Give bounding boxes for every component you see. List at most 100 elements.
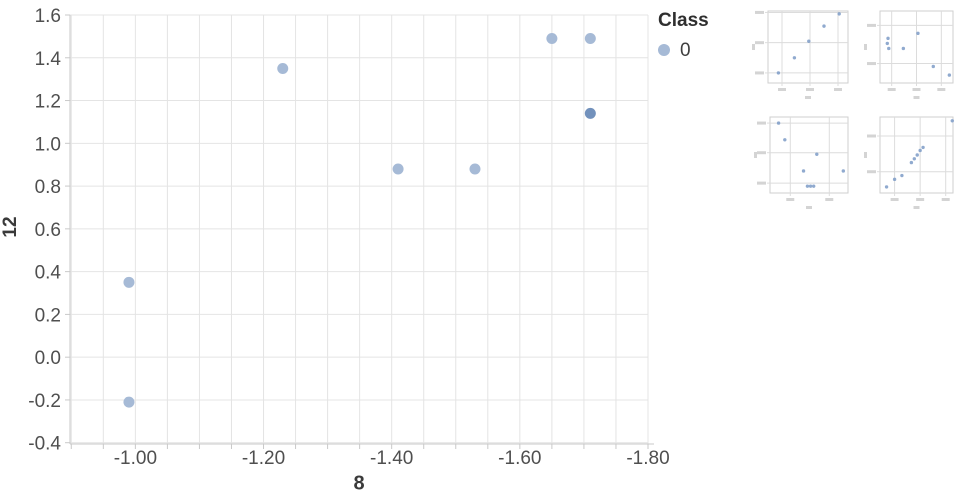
thumbnail-x-axis-title bbox=[805, 96, 811, 99]
thumbnail-frame bbox=[769, 116, 849, 194]
thumbnail-tick-label bbox=[887, 88, 896, 91]
data-point bbox=[546, 33, 558, 45]
thumbnail-tick-label bbox=[867, 62, 876, 66]
thumbnail-data-point bbox=[811, 184, 816, 188]
thumbnail-tick-label bbox=[757, 181, 766, 185]
y-tick-label: 0.8 bbox=[35, 177, 61, 198]
thumbnail-data-point bbox=[841, 169, 846, 173]
axis-lines bbox=[69, 15, 654, 445]
data-point bbox=[392, 163, 404, 175]
thumbnail-data-point bbox=[912, 157, 917, 161]
x-tick-label: -1.40 bbox=[370, 448, 413, 469]
thumbnail-frame bbox=[879, 116, 954, 194]
y-tick-label: 1.6 bbox=[35, 6, 61, 27]
legend-title: Class bbox=[658, 10, 709, 31]
data-point bbox=[469, 163, 481, 175]
thumbnail-tick-label bbox=[937, 88, 946, 91]
data-point bbox=[584, 107, 596, 119]
thumbnail-data-point bbox=[931, 64, 935, 69]
thumbnail-tick-label bbox=[806, 88, 814, 91]
x-tick-label: -1.60 bbox=[498, 448, 541, 469]
thumbnail-data-point bbox=[887, 46, 891, 51]
data-point bbox=[123, 396, 135, 408]
thumbnail-chart-2[interactable] bbox=[860, 5, 959, 103]
thumbnail-data-point bbox=[815, 152, 819, 156]
thumbnail-tick-label bbox=[912, 88, 921, 91]
thumbnail-data-point bbox=[886, 36, 890, 41]
thumbnail-data-point bbox=[916, 31, 920, 36]
thumbnail-tick-label bbox=[755, 71, 764, 75]
thumbnail-x-axis-title bbox=[806, 206, 812, 209]
thumbnail-frame bbox=[767, 10, 849, 84]
thumbnail-data-point bbox=[915, 153, 919, 157]
y-tick-label: 1.2 bbox=[35, 92, 61, 113]
thumbnail-tick-label bbox=[755, 41, 764, 45]
thumbnail-y-axis-title bbox=[754, 152, 757, 158]
thumbnail-data-point bbox=[776, 71, 781, 75]
thumbnail-tick-label bbox=[867, 170, 876, 174]
thumbnail-x-axis-title bbox=[913, 96, 920, 99]
thumbnail-data-point bbox=[921, 145, 925, 150]
thumbnail-y-axis-title bbox=[864, 152, 867, 158]
legend-marker-icon bbox=[658, 44, 670, 57]
data-point bbox=[584, 33, 596, 45]
tick-labels: -1.00 -1.20 -1.40 -1.60 -1.80 1.6 1.4 1.2 1.0 0.8… bbox=[28, 6, 669, 469]
thumbnail-chart-3[interactable] bbox=[750, 111, 854, 213]
thumbnail-data-point bbox=[807, 39, 811, 43]
thumbnail-data-point bbox=[901, 46, 906, 51]
data-point bbox=[123, 276, 135, 288]
thumbnail-data-point bbox=[805, 184, 810, 188]
x-tick-label: -1.00 bbox=[114, 448, 157, 469]
thumbnail-chart-4[interactable] bbox=[860, 111, 959, 213]
thumbnail-tick-label bbox=[778, 88, 786, 91]
thumbnail-y-axis-title bbox=[752, 44, 755, 50]
thumbnail-x-axis-title bbox=[913, 206, 920, 209]
thumbnail-data-point bbox=[808, 184, 813, 188]
thumbnail-tick-label bbox=[755, 10, 764, 14]
thumbnail-data-point bbox=[900, 173, 904, 178]
thumbnail-data-point bbox=[801, 169, 806, 173]
y-axis-title: 12 bbox=[0, 216, 21, 238]
data-point bbox=[277, 62, 289, 74]
thumbnail-tick-label bbox=[867, 23, 876, 27]
thumbnail-data-point bbox=[892, 177, 897, 182]
thumbnail-data-point bbox=[950, 119, 954, 123]
thumbnail-data-point bbox=[783, 138, 787, 142]
data-points bbox=[123, 33, 596, 408]
y-tick-label: 0.2 bbox=[35, 305, 61, 326]
thumbnail-data-point bbox=[947, 73, 952, 77]
tick-marks bbox=[65, 14, 649, 449]
thumbnail-tick-label bbox=[825, 198, 834, 201]
x-axis-title: 8 bbox=[353, 472, 365, 495]
thumbnail-data-point bbox=[885, 41, 889, 46]
thumbnail-tick-label bbox=[890, 198, 899, 201]
main-scatter-chart: -1.00 -1.20 -1.40 -1.60 -1.80 1.6 1.4 1.2 1.0 0.8… bbox=[28, 6, 669, 469]
thumbnail-tick-label bbox=[834, 88, 842, 91]
thumbnail-data-point bbox=[918, 148, 922, 153]
legend: Class 0 bbox=[658, 10, 709, 60]
thumbnail-tick-label bbox=[916, 198, 925, 201]
y-tick-label: 0.6 bbox=[35, 220, 61, 241]
y-tick-label: 1.4 bbox=[35, 49, 62, 70]
thumbnail-tick-label bbox=[757, 151, 766, 155]
thumbnail-data-point bbox=[822, 24, 826, 28]
thumbnail-data-point bbox=[792, 56, 797, 60]
legend-entry-class-0[interactable]: 0 bbox=[658, 41, 709, 60]
x-tick-label: -1.20 bbox=[242, 448, 285, 469]
thumbnail-chart-1[interactable] bbox=[748, 5, 854, 103]
thumbnail-y-axis-title bbox=[864, 44, 867, 50]
thumbnail-tick-label bbox=[941, 198, 950, 201]
gridlines bbox=[70, 14, 649, 444]
thumbnail-tick-label bbox=[786, 198, 795, 201]
thumbnail-data-point bbox=[884, 185, 889, 189]
thumbnail-data-point bbox=[776, 121, 781, 125]
y-tick-label: 0.4 bbox=[35, 263, 62, 284]
y-tick-label: 0.0 bbox=[35, 348, 61, 369]
y-tick-label: 1.0 bbox=[35, 134, 61, 155]
thumbnail-data-point bbox=[837, 12, 841, 16]
thumbnail-tick-label bbox=[757, 121, 766, 125]
thumbnail-tick-label bbox=[867, 134, 876, 138]
thumbnail-data-point bbox=[909, 160, 914, 165]
y-tick-label: -0.2 bbox=[28, 391, 61, 412]
